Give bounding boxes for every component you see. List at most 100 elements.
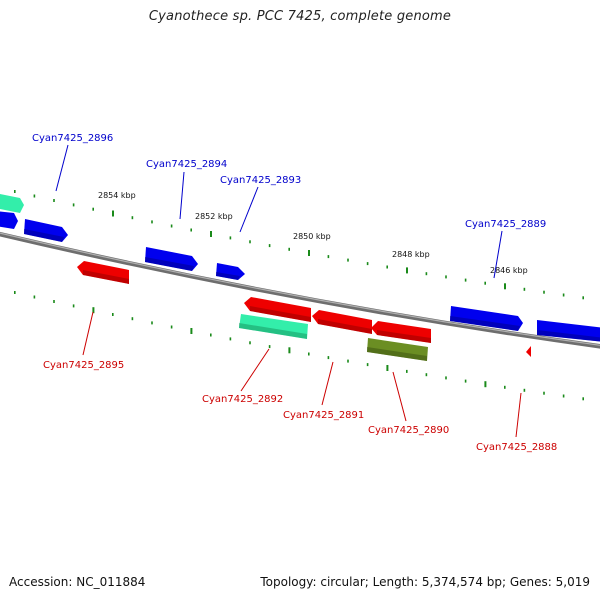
accession-text: Accession: NC_011884 xyxy=(9,575,146,589)
minor-tick xyxy=(582,397,584,401)
kbp-label-2850: 2850 kbp xyxy=(293,232,331,241)
minor-tick xyxy=(53,300,55,303)
major-tick xyxy=(504,283,506,290)
minor-tick xyxy=(210,333,212,337)
gene-cyan7425-2896-fragment-green[interactable] xyxy=(0,193,24,213)
minor-tick xyxy=(562,394,565,398)
major-tick xyxy=(190,328,193,334)
minor-tick xyxy=(151,220,153,224)
minor-tick xyxy=(464,278,467,282)
minor-tick xyxy=(72,203,75,207)
minor-tick xyxy=(327,255,330,259)
kbp-label-2854: 2854 kbp xyxy=(98,191,136,200)
gene-cyan7425-2896[interactable] xyxy=(24,219,68,242)
minor-tick xyxy=(33,295,36,299)
minor-tick xyxy=(425,272,428,276)
gene-cyan7425-2892[interactable] xyxy=(239,314,308,339)
leader-line-2894 xyxy=(179,171,185,220)
minor-tick xyxy=(425,373,428,377)
minor-tick xyxy=(562,293,565,297)
minor-tick xyxy=(14,291,16,294)
minor-tick xyxy=(53,199,55,202)
minor-tick xyxy=(170,224,173,228)
gene-cyan7425-2894[interactable] xyxy=(145,247,198,271)
gene-cyan7425-2890[interactable] xyxy=(367,338,428,361)
minor-tick xyxy=(445,275,447,279)
minor-tick xyxy=(523,287,526,291)
major-tick xyxy=(386,365,389,371)
minor-tick xyxy=(464,379,467,383)
minor-tick xyxy=(112,313,114,316)
gene-label-2888[interactable]: Cyan7425_2888 xyxy=(476,442,557,453)
minor-tick xyxy=(504,385,506,389)
minor-tick xyxy=(445,376,447,380)
minor-tick xyxy=(229,337,232,341)
minor-tick xyxy=(249,341,251,345)
minor-tick xyxy=(92,207,94,211)
minor-tick xyxy=(72,304,75,308)
gene-label-2896[interactable]: Cyan7425_2896 xyxy=(32,133,113,144)
minor-tick xyxy=(268,345,271,349)
gene-label-2889[interactable]: Cyan7425_2889 xyxy=(465,219,546,230)
gene-cyan7425-2895[interactable] xyxy=(77,261,129,284)
gene-label-2892[interactable]: Cyan7425_2892 xyxy=(202,394,283,405)
major-tick xyxy=(112,210,114,217)
minor-tick xyxy=(366,363,369,367)
genome-backbone xyxy=(0,231,600,349)
gene-cyan7425-2893[interactable] xyxy=(216,263,245,280)
leader-line-2895 xyxy=(82,311,94,356)
minor-tick xyxy=(543,391,545,395)
leader-line-2888 xyxy=(515,392,522,438)
leader-line-2890 xyxy=(392,371,407,422)
leader-line-2893 xyxy=(239,186,259,233)
minor-tick xyxy=(327,356,330,360)
genome-title: Cyanothece sp. PCC 7425, complete genome xyxy=(148,9,452,24)
minor-tick xyxy=(347,258,349,262)
gene-label-2895[interactable]: Cyan7425_2895 xyxy=(43,360,124,371)
minor-tick xyxy=(582,296,584,300)
gene-cyan7425-2887[interactable] xyxy=(537,320,600,342)
major-tick xyxy=(288,347,291,354)
minor-tick xyxy=(131,317,134,321)
gene-cyan7425-2891[interactable] xyxy=(312,310,372,334)
kbp-label-2852: 2852 kbp xyxy=(195,212,233,221)
leader-line-2891 xyxy=(321,361,334,406)
inner-tick-track xyxy=(14,291,584,401)
major-tick xyxy=(406,267,408,274)
gene-cyan7425-2889[interactable] xyxy=(450,306,523,331)
gene-label-2891[interactable]: Cyan7425_2891 xyxy=(283,410,364,421)
minor-tick xyxy=(190,228,192,232)
minor-tick xyxy=(308,352,310,356)
minor-tick xyxy=(249,240,251,244)
minor-tick xyxy=(131,216,134,220)
leader-line-2896 xyxy=(55,144,69,192)
outer-tick-track xyxy=(14,190,584,300)
minor-tick xyxy=(14,190,16,193)
minor-tick xyxy=(386,265,388,269)
major-tick xyxy=(308,250,310,256)
kbp-label-2848: 2848 kbp xyxy=(392,250,430,259)
minor-tick xyxy=(406,369,408,373)
minor-tick xyxy=(268,244,271,248)
minor-tick xyxy=(484,281,486,285)
major-tick xyxy=(484,381,487,388)
gene-label-2894[interactable]: Cyan7425_2894 xyxy=(146,159,227,170)
gene-cyan7425-2892-red[interactable] xyxy=(244,297,311,322)
minor-tick xyxy=(366,262,369,266)
gene-cyan7425-2897-fragment[interactable] xyxy=(0,211,18,229)
leader-line-2892 xyxy=(240,348,270,392)
gene-label-2893[interactable]: Cyan7425_2893 xyxy=(220,175,301,186)
leader-line-2889 xyxy=(493,230,503,279)
major-tick xyxy=(210,231,212,237)
genome-summary-text: Topology: circular; Length: 5,374,574 bp… xyxy=(260,575,590,589)
minor-tick xyxy=(288,247,290,251)
major-tick xyxy=(92,307,95,314)
gene-cyan7425-2888[interactable] xyxy=(526,346,531,357)
minor-tick xyxy=(347,359,349,363)
minor-tick xyxy=(170,325,173,329)
minor-tick xyxy=(543,290,545,294)
gene-cyan7425-2891-b[interactable] xyxy=(371,321,431,343)
gene-label-2890[interactable]: Cyan7425_2890 xyxy=(368,425,449,436)
minor-tick xyxy=(229,236,232,240)
